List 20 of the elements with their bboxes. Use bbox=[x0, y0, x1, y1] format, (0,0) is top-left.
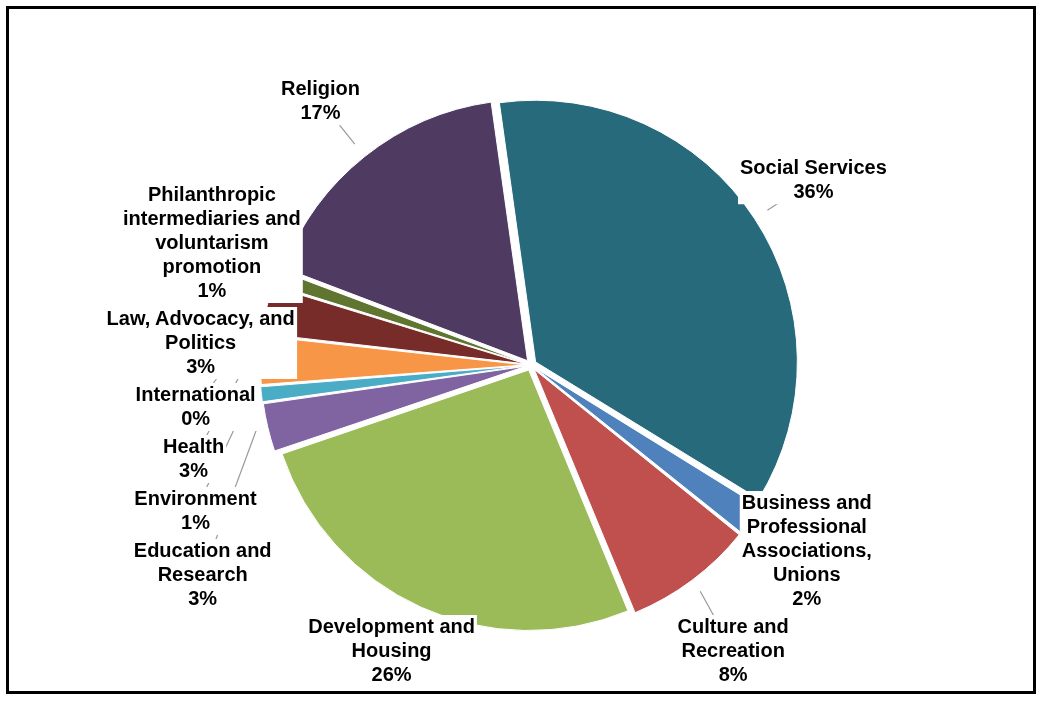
slice-label: Philanthropic intermediaries and voluntarism promotion bbox=[122, 182, 301, 277]
slice-label: Religion bbox=[281, 76, 360, 99]
data-label: 26% bbox=[371, 662, 412, 685]
slice-label: Environment bbox=[134, 486, 257, 509]
data-label: 2% bbox=[792, 586, 822, 609]
data-label: 36% bbox=[793, 179, 834, 202]
data-label: 3% bbox=[179, 458, 209, 481]
data-label: 1% bbox=[197, 278, 227, 301]
slice-label: Education and Research bbox=[133, 538, 272, 585]
data-label: 1% bbox=[181, 510, 211, 533]
slice-label: Law, Advocacy, and Politics bbox=[106, 306, 295, 353]
slice-label: Development and Housing bbox=[308, 614, 475, 661]
slice-label: Culture and Recreation bbox=[677, 614, 789, 661]
text: 0% bbox=[181, 406, 211, 429]
data-label: 8% bbox=[718, 662, 748, 685]
slice-label: Social Services bbox=[740, 155, 887, 178]
data-label: 17% bbox=[300, 100, 341, 123]
slice-label: Health bbox=[162, 434, 225, 457]
slice-label: Business and Professional Associations, Unions bbox=[741, 490, 872, 585]
data-label: 3% bbox=[188, 586, 218, 609]
